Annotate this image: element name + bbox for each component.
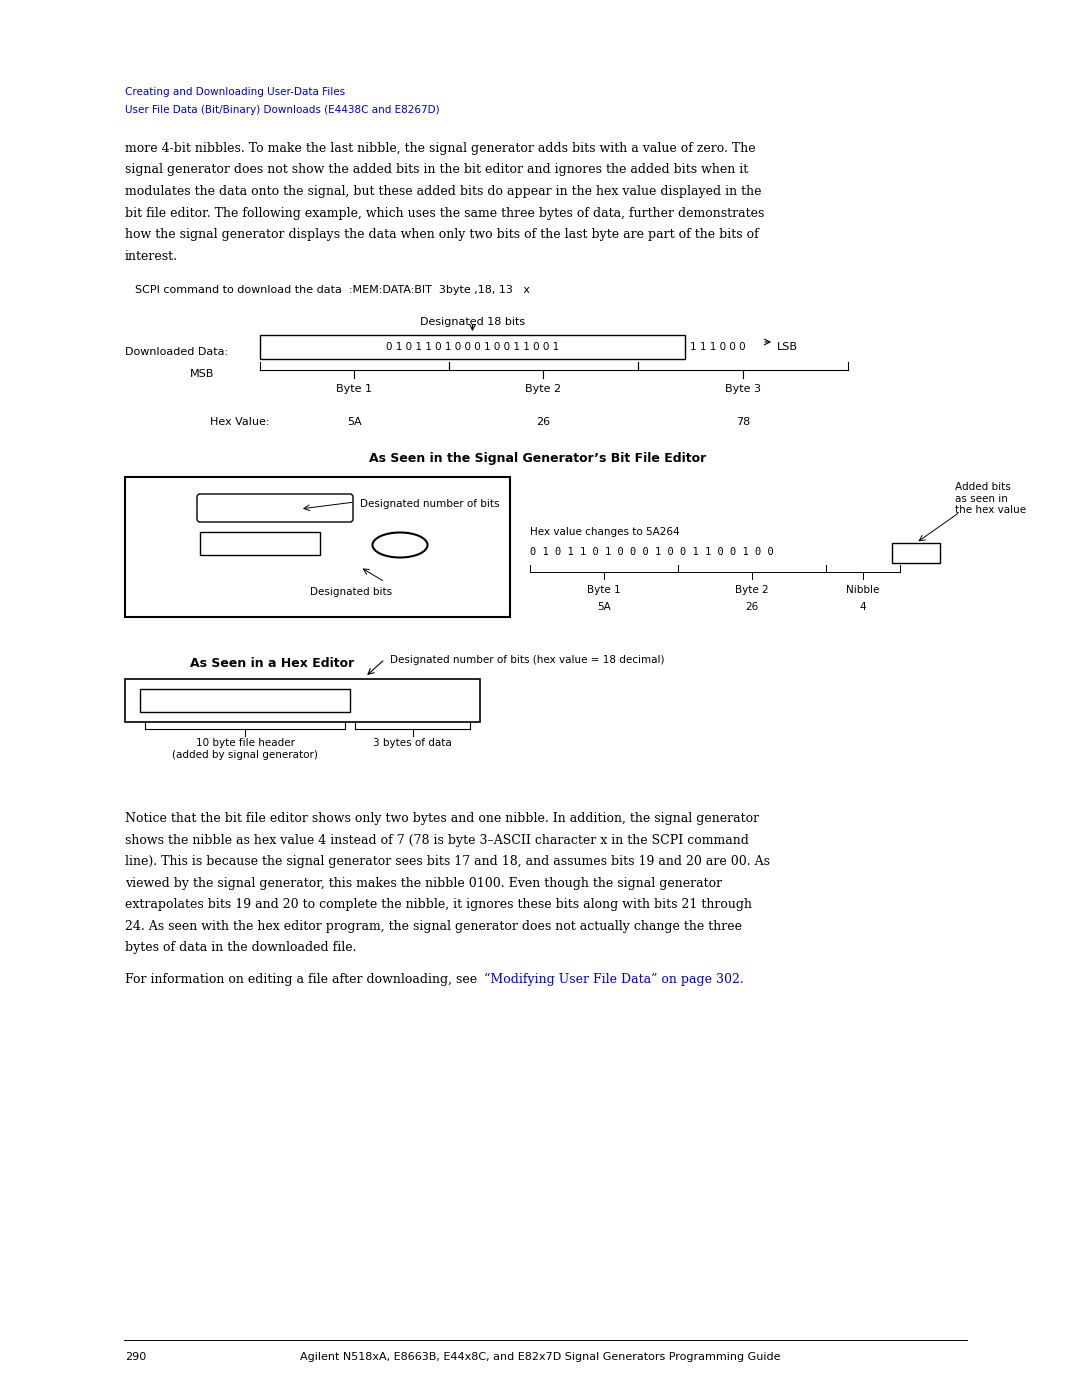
- Bar: [260, 335, 685, 359]
- Bar: [200, 532, 320, 555]
- Text: signal generator does not show the added bits in the bit editor and ignores the : signal generator does not show the added…: [125, 163, 748, 176]
- Text: bit file editor. The following example, which uses the same three bytes of data,: bit file editor. The following example, …: [125, 207, 765, 219]
- Text: more 4-bit nibbles. To make the last nibble, the signal generator adds bits with: more 4-bit nibbles. To make the last nib…: [125, 142, 756, 155]
- Text: MSB: MSB: [190, 369, 214, 379]
- Text: bytes of data in the downloaded file.: bytes of data in the downloaded file.: [125, 942, 356, 954]
- Ellipse shape: [373, 532, 428, 557]
- Text: “Modifying User File Data” on page 302.: “Modifying User File Data” on page 302.: [484, 972, 744, 986]
- Text: 0 1 0 1 1 0 1 0 0 0 1 0 0 1 1 0 0 1: 0 1 0 1 1 0 1 0 0 0 1 0 0 1 1 0 0 1: [386, 342, 559, 352]
- Text: 3 bytes of data: 3 bytes of data: [373, 738, 451, 747]
- Text: interest.: interest.: [125, 250, 178, 263]
- Text: As Seen in the Signal Generator’s Bit File Editor: As Seen in the Signal Generator’s Bit Fi…: [369, 453, 706, 465]
- Text: User File Data (Bit/Binary) Downloads (E4438C and E8267D): User File Data (Bit/Binary) Downloads (E…: [125, 105, 440, 115]
- Text: LSB: LSB: [777, 342, 798, 352]
- Text: 78: 78: [735, 416, 750, 427]
- Text: 5A: 5A: [597, 602, 611, 612]
- Text: Hex Value:: Hex Value:: [210, 416, 270, 427]
- Text: Nibble: Nibble: [847, 585, 880, 595]
- Text: shows the nibble as hex value 4 instead of 7 (78 is byte 3–ASCII character x in : shows the nibble as hex value 4 instead …: [125, 834, 748, 847]
- Text: Downloaded Data:: Downloaded Data:: [125, 346, 228, 358]
- Text: 24. As seen with the hex editor program, the signal generator does not actually : 24. As seen with the hex editor program,…: [125, 919, 742, 933]
- Text: SCPI command to download the data  :MEM:DATA:BIT  3byte ,18, 13   x: SCPI command to download the data :MEM:D…: [135, 285, 530, 295]
- FancyBboxPatch shape: [197, 495, 353, 522]
- Text: Creating and Downloading User-Data Files: Creating and Downloading User-Data Files: [125, 87, 346, 96]
- Text: Notice that the bit file editor shows only two bytes and one nibble. In addition: Notice that the bit file editor shows on…: [125, 812, 759, 826]
- Text: As Seen in a Hex Editor: As Seen in a Hex Editor: [190, 657, 354, 671]
- Text: line). This is because the signal generator sees bits 17 and 18, and assumes bit: line). This is because the signal genera…: [125, 855, 770, 868]
- Text: 1 1 1 0 0 0: 1 1 1 0 0 0: [690, 342, 745, 352]
- Text: Byte 2: Byte 2: [525, 384, 562, 394]
- Text: 290: 290: [125, 1352, 146, 1362]
- Text: extrapolates bits 19 and 20 to complete the nibble, it ignores these bits along : extrapolates bits 19 and 20 to complete …: [125, 898, 752, 911]
- Text: 4: 4: [860, 602, 866, 612]
- Text: how the signal generator displays the data when only two bits of the last byte a: how the signal generator displays the da…: [125, 228, 759, 242]
- Text: Designated bits: Designated bits: [310, 587, 392, 597]
- Text: 10 byte file header
(added by signal generator): 10 byte file header (added by signal gen…: [172, 738, 318, 760]
- Text: 0 1 0 1 1 0 1 0 0 0 1 0 0 1 1 0 0 1 0 0: 0 1 0 1 1 0 1 0 0 0 1 0 0 1 1 0 0 1 0 0: [530, 548, 773, 557]
- Text: Added bits
as seen in
the hex value: Added bits as seen in the hex value: [955, 482, 1026, 515]
- Text: Designated 18 bits: Designated 18 bits: [420, 317, 525, 327]
- Text: Hex value changes to 5A264: Hex value changes to 5A264: [530, 527, 679, 536]
- Bar: [125, 679, 480, 722]
- Text: Designated number of bits: Designated number of bits: [360, 499, 499, 509]
- Text: 5A: 5A: [347, 416, 362, 427]
- Text: Byte 2: Byte 2: [735, 585, 769, 595]
- Bar: [140, 689, 350, 712]
- Text: viewed by the signal generator, this makes the nibble 0100. Even though the sign: viewed by the signal generator, this mak…: [125, 876, 723, 890]
- Bar: [892, 543, 940, 563]
- Bar: [125, 476, 510, 617]
- Text: Byte 3: Byte 3: [725, 384, 760, 394]
- Text: Agilent N518xA, E8663B, E44x8C, and E82x7D Signal Generators Programming Guide: Agilent N518xA, E8663B, E44x8C, and E82x…: [300, 1352, 780, 1362]
- Text: For information on editing a file after downloading, see: For information on editing a file after …: [125, 972, 481, 985]
- Text: 26: 26: [745, 602, 758, 612]
- Text: 26: 26: [537, 416, 551, 427]
- Text: Designated number of bits (hex value = 18 decimal): Designated number of bits (hex value = 1…: [390, 655, 664, 665]
- Text: modulates the data onto the signal, but these added bits do appear in the hex va: modulates the data onto the signal, but …: [125, 184, 761, 198]
- Text: Byte 1: Byte 1: [337, 384, 373, 394]
- Text: Byte 1: Byte 1: [588, 585, 621, 595]
